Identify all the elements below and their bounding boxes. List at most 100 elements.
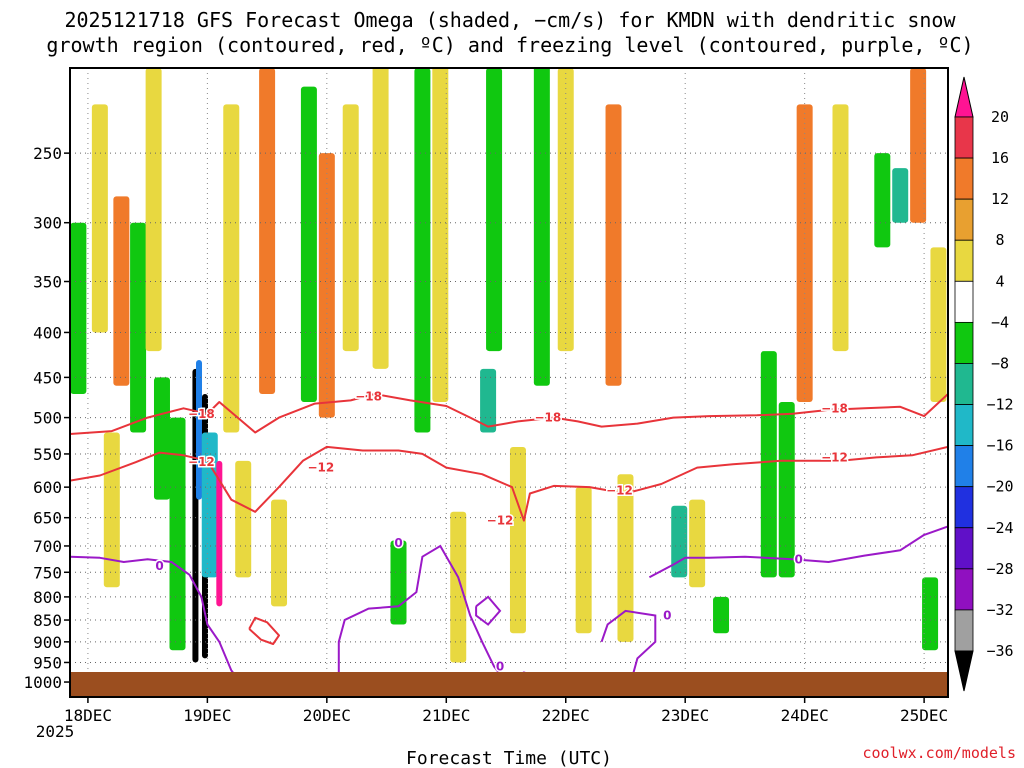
contour-label-minus12: −12 [821,450,848,464]
contour-label-minus12: −12 [487,514,514,528]
omega-cell [390,540,407,625]
omega-cell [235,460,252,578]
colorbar-swatch [954,404,974,447]
chart-title-line-1: 2025121718 GFS Forecast Omega (shaded, −… [64,8,956,32]
y-tick-label: 450 [33,368,62,387]
colorbar-label: −4 [991,313,1009,331]
omega-cell [169,417,186,651]
omega-cell [617,474,634,642]
omega-cell [223,104,240,433]
omega-cell [216,460,223,607]
y-tick-label: 350 [33,273,62,292]
omega-cell [557,68,574,352]
x-tick-label: 23DEC [661,706,709,725]
omega-cell [153,377,170,500]
omega-shading [70,68,947,663]
omega-cell [892,168,909,223]
omega-cell [259,68,276,394]
y-tick-label: 700 [33,537,62,556]
colorbar-swatch [954,116,974,159]
colorbar-label: −24 [986,519,1013,537]
omega-cell [318,153,335,418]
omega-cell [605,104,622,386]
omega-cell [432,68,449,403]
chart-title-line-2: growth region (contoured, red, ºC) and f… [46,33,973,57]
omega-cell [509,446,526,634]
freezing-level-cell [475,595,502,626]
omega-cell [713,596,730,634]
omega-cell [480,368,497,433]
omega-cell [930,247,947,403]
colorbar-swatch [954,239,974,282]
colorbar-bottom-arrow [954,650,974,692]
colorbar-label: −12 [986,396,1013,414]
omega-cell [70,222,87,394]
y-tick-label: 550 [33,445,62,464]
omega-cell [533,68,550,386]
omega-cell [778,402,795,578]
omega-cell [300,86,317,403]
y-tick-label: 900 [33,633,62,652]
contour-label-0: 0 [155,559,163,573]
colorbar-label: −16 [986,437,1013,455]
contour-label-minus12: −12 [188,455,215,469]
omega-cell [832,104,849,352]
omega-cell [874,153,891,248]
omega-cell [113,196,130,386]
colorbar-label: −8 [991,354,1009,372]
colorbar-label: −36 [986,642,1013,660]
colorbar-swatch [954,280,974,323]
freezing-level-west [70,555,244,687]
contour-minus12 [70,445,948,522]
colorbar-swatch [954,568,974,611]
omega-cell [486,68,503,352]
x-tick-label: 20DEC [303,706,351,725]
x-tick-label: 18DEC [64,706,112,725]
x-tick-label: 25DEC [900,706,948,725]
y-tick-label: 1000 [23,673,62,692]
omega-cell [414,68,431,433]
y-tick-label: 950 [33,653,62,672]
colorbar-swatch [954,486,974,529]
x-tick-label: 21DEC [422,706,470,725]
y-tick-label: 650 [33,509,62,528]
omega-cell [760,351,777,578]
x-tick-label: 24DEC [781,706,829,725]
colorbar-label: 4 [995,272,1004,290]
contour-label-0: 0 [496,659,504,673]
x-tick-label: 22DEC [542,706,590,725]
omega-cell [201,432,218,578]
y-tick-label: 600 [33,478,62,497]
contour-label-minus18: −18 [821,401,848,415]
omega-cell [575,487,592,634]
contour-label-minus12: −12 [307,461,334,475]
colorbar-label: 8 [995,231,1004,249]
x-axis: 18DEC 19DEC 20DEC 21DEC 22DEC 23DEC 24DEC 25DEC [64,697,948,725]
colorbar: 20 16 12 8 4 −4 −8 −12 −16 −20 −24 −28 −32 −36 [954,76,1014,692]
contour-label-minus18: −18 [534,411,561,425]
y-tick-label: 400 [33,323,62,342]
omega-cell [450,511,467,663]
plot-frame [69,67,949,698]
colorbar-swatch [954,527,974,570]
colorbar-swatch [954,198,974,241]
colorbar-label: −32 [986,601,1013,619]
y-tick-label: 500 [33,409,62,428]
omega-cell [271,499,288,607]
colorbar-swatch [954,157,974,200]
contours: −18 −18 −18 −18 −12 −12 −12 −12 −12 0 0 0 0 0 [70,388,948,687]
contour-label-minus18: −18 [188,407,215,421]
colorbar-label: 20 [991,108,1009,126]
y-tick-label: 800 [33,588,62,607]
colorbar-swatch [954,609,974,652]
colorbar-label: −20 [986,478,1013,496]
contour-label-0: 0 [663,609,671,623]
terrain-ground [70,672,948,697]
contour-label-0: 0 [394,536,402,550]
freezing-level-cell [337,544,507,683]
colorbar-swatch [954,363,974,405]
x-year-label: 2025 [36,722,75,741]
omega-cell [671,505,688,578]
contour-minus18 [70,393,948,435]
